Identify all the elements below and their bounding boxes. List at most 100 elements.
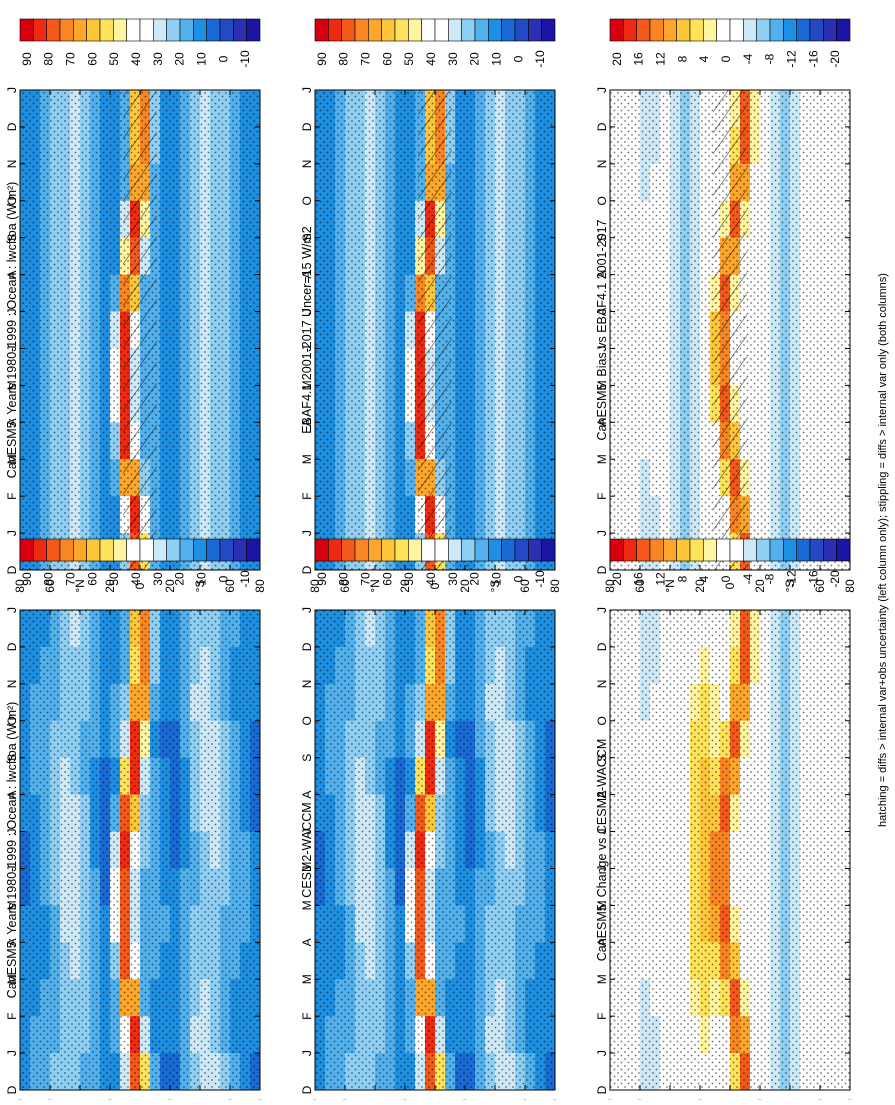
colorbar-swatch bbox=[247, 19, 260, 41]
colorbar-swatch bbox=[690, 19, 703, 41]
colorbar-swatch bbox=[770, 19, 783, 41]
colorbar-swatch bbox=[475, 539, 488, 561]
month-tick-label: S bbox=[300, 754, 314, 762]
colorbar-swatch bbox=[650, 539, 663, 561]
colorbar-label: 16 bbox=[632, 572, 646, 586]
colorbar-swatch bbox=[623, 539, 636, 561]
colorbar-swatch bbox=[180, 19, 193, 41]
colorbar-swatch bbox=[717, 539, 730, 561]
colorbar-label: 90 bbox=[315, 52, 329, 66]
colorbar-swatch bbox=[623, 19, 636, 41]
colorbar-swatch bbox=[100, 19, 113, 41]
month-tick-label: J bbox=[595, 1050, 609, 1056]
colorbar-label: 40 bbox=[424, 52, 438, 66]
colorbar-label: 20 bbox=[468, 572, 482, 586]
colorbar-label: 12 bbox=[654, 572, 668, 586]
stippling-overlay bbox=[315, 610, 555, 1090]
colorbar-swatch bbox=[743, 539, 756, 561]
colorbar-swatch bbox=[610, 539, 623, 561]
month-tick-label: A bbox=[300, 791, 314, 799]
stippling-overlay bbox=[610, 610, 850, 1090]
colorbar-label: 0 bbox=[216, 575, 230, 582]
month-tick-label: F bbox=[595, 492, 609, 499]
colorbar-swatch bbox=[823, 539, 836, 561]
month-tick-label: M bbox=[300, 454, 314, 464]
colorbar-label: -12 bbox=[784, 50, 798, 68]
month-tick-label: O bbox=[595, 716, 609, 725]
colorbar-label: 50 bbox=[402, 52, 416, 66]
colorbar-swatch bbox=[153, 19, 166, 41]
colorbar-swatch bbox=[730, 539, 743, 561]
colorbar-label: 80 bbox=[337, 572, 351, 586]
colorbar-swatch bbox=[462, 539, 475, 561]
colorbar-label: 20 bbox=[468, 52, 482, 66]
colorbar-label: -20 bbox=[828, 50, 842, 68]
month-tick-label: J bbox=[5, 87, 19, 93]
colorbar-label: -4 bbox=[741, 53, 755, 64]
panel-title: CanESM5: Bias vs EBAF4.1 2001-2017 bbox=[595, 219, 609, 440]
colorbar-label: 30 bbox=[151, 52, 165, 66]
colorbar-swatch bbox=[837, 19, 850, 41]
month-tick-label: D bbox=[595, 642, 609, 651]
colorbar-swatch bbox=[368, 19, 381, 41]
month-tick-label: D bbox=[5, 642, 19, 651]
colorbar-swatch bbox=[783, 539, 796, 561]
month-tick-label: N bbox=[300, 680, 314, 689]
colorbar-swatch bbox=[73, 19, 86, 41]
month-tick-label: N bbox=[595, 680, 609, 689]
colorbar-swatch bbox=[87, 19, 100, 41]
month-tick-label: J bbox=[300, 530, 314, 536]
colorbar-label: 0 bbox=[511, 55, 525, 62]
colorbar-label: 70 bbox=[359, 572, 373, 586]
month-tick-label: N bbox=[5, 680, 19, 689]
colorbar-label: -10 bbox=[533, 570, 547, 588]
month-tick-label: N bbox=[300, 160, 314, 169]
colorbar-swatch bbox=[677, 539, 690, 561]
colorbar-swatch bbox=[60, 19, 73, 41]
month-tick-label: D bbox=[5, 1085, 19, 1094]
colorbar-label: -4 bbox=[741, 573, 755, 584]
colorbar-label: -12 bbox=[784, 570, 798, 588]
colorbar-swatch bbox=[797, 19, 810, 41]
month-tick-label: D bbox=[300, 565, 314, 574]
hatching-overlay bbox=[418, 90, 452, 570]
colorbar-swatch bbox=[233, 19, 246, 41]
colorbar-swatch bbox=[422, 539, 435, 561]
lat-tick-label: 80 bbox=[548, 579, 562, 593]
colorbar-label: 10 bbox=[489, 572, 503, 586]
month-tick-label: F bbox=[5, 492, 19, 499]
colorbar-swatch bbox=[757, 539, 770, 561]
colorbar-label: -10 bbox=[238, 50, 252, 68]
colorbar-label: 80 bbox=[42, 572, 56, 586]
colorbar-swatch bbox=[180, 539, 193, 561]
colorbar-swatch bbox=[703, 19, 716, 41]
colorbar-label: 40 bbox=[129, 52, 143, 66]
month-tick-label: M bbox=[300, 900, 314, 910]
colorbar-swatch bbox=[33, 19, 46, 41]
colorbar-label: 10 bbox=[489, 52, 503, 66]
colorbar-label: -16 bbox=[806, 570, 820, 588]
month-tick-label: D bbox=[300, 122, 314, 131]
colorbar-label: 10 bbox=[194, 572, 208, 586]
colorbar-swatch bbox=[422, 19, 435, 41]
colorbar-swatch bbox=[140, 19, 153, 41]
month-tick-label: O bbox=[300, 196, 314, 205]
colorbar-swatch bbox=[207, 539, 220, 561]
colorbar-swatch bbox=[637, 539, 650, 561]
colorbar-swatch bbox=[408, 539, 421, 561]
month-tick-label: J bbox=[595, 87, 609, 93]
month-tick-label: F bbox=[5, 1012, 19, 1019]
colorbar-swatch bbox=[20, 539, 33, 561]
panel-title: EBAF4.1 2001-2017 Uncer=15 W/m2 bbox=[300, 226, 314, 433]
colorbar-swatch bbox=[368, 539, 381, 561]
colorbar-swatch bbox=[408, 19, 421, 41]
colorbar-label: 60 bbox=[380, 52, 394, 66]
colorbar-swatch bbox=[542, 539, 555, 561]
colorbar-label: 50 bbox=[107, 572, 121, 586]
colorbar-label: -10 bbox=[238, 570, 252, 588]
colorbar-swatch bbox=[328, 539, 341, 561]
colorbar-label: 30 bbox=[446, 52, 460, 66]
colorbar-swatch bbox=[47, 539, 60, 561]
